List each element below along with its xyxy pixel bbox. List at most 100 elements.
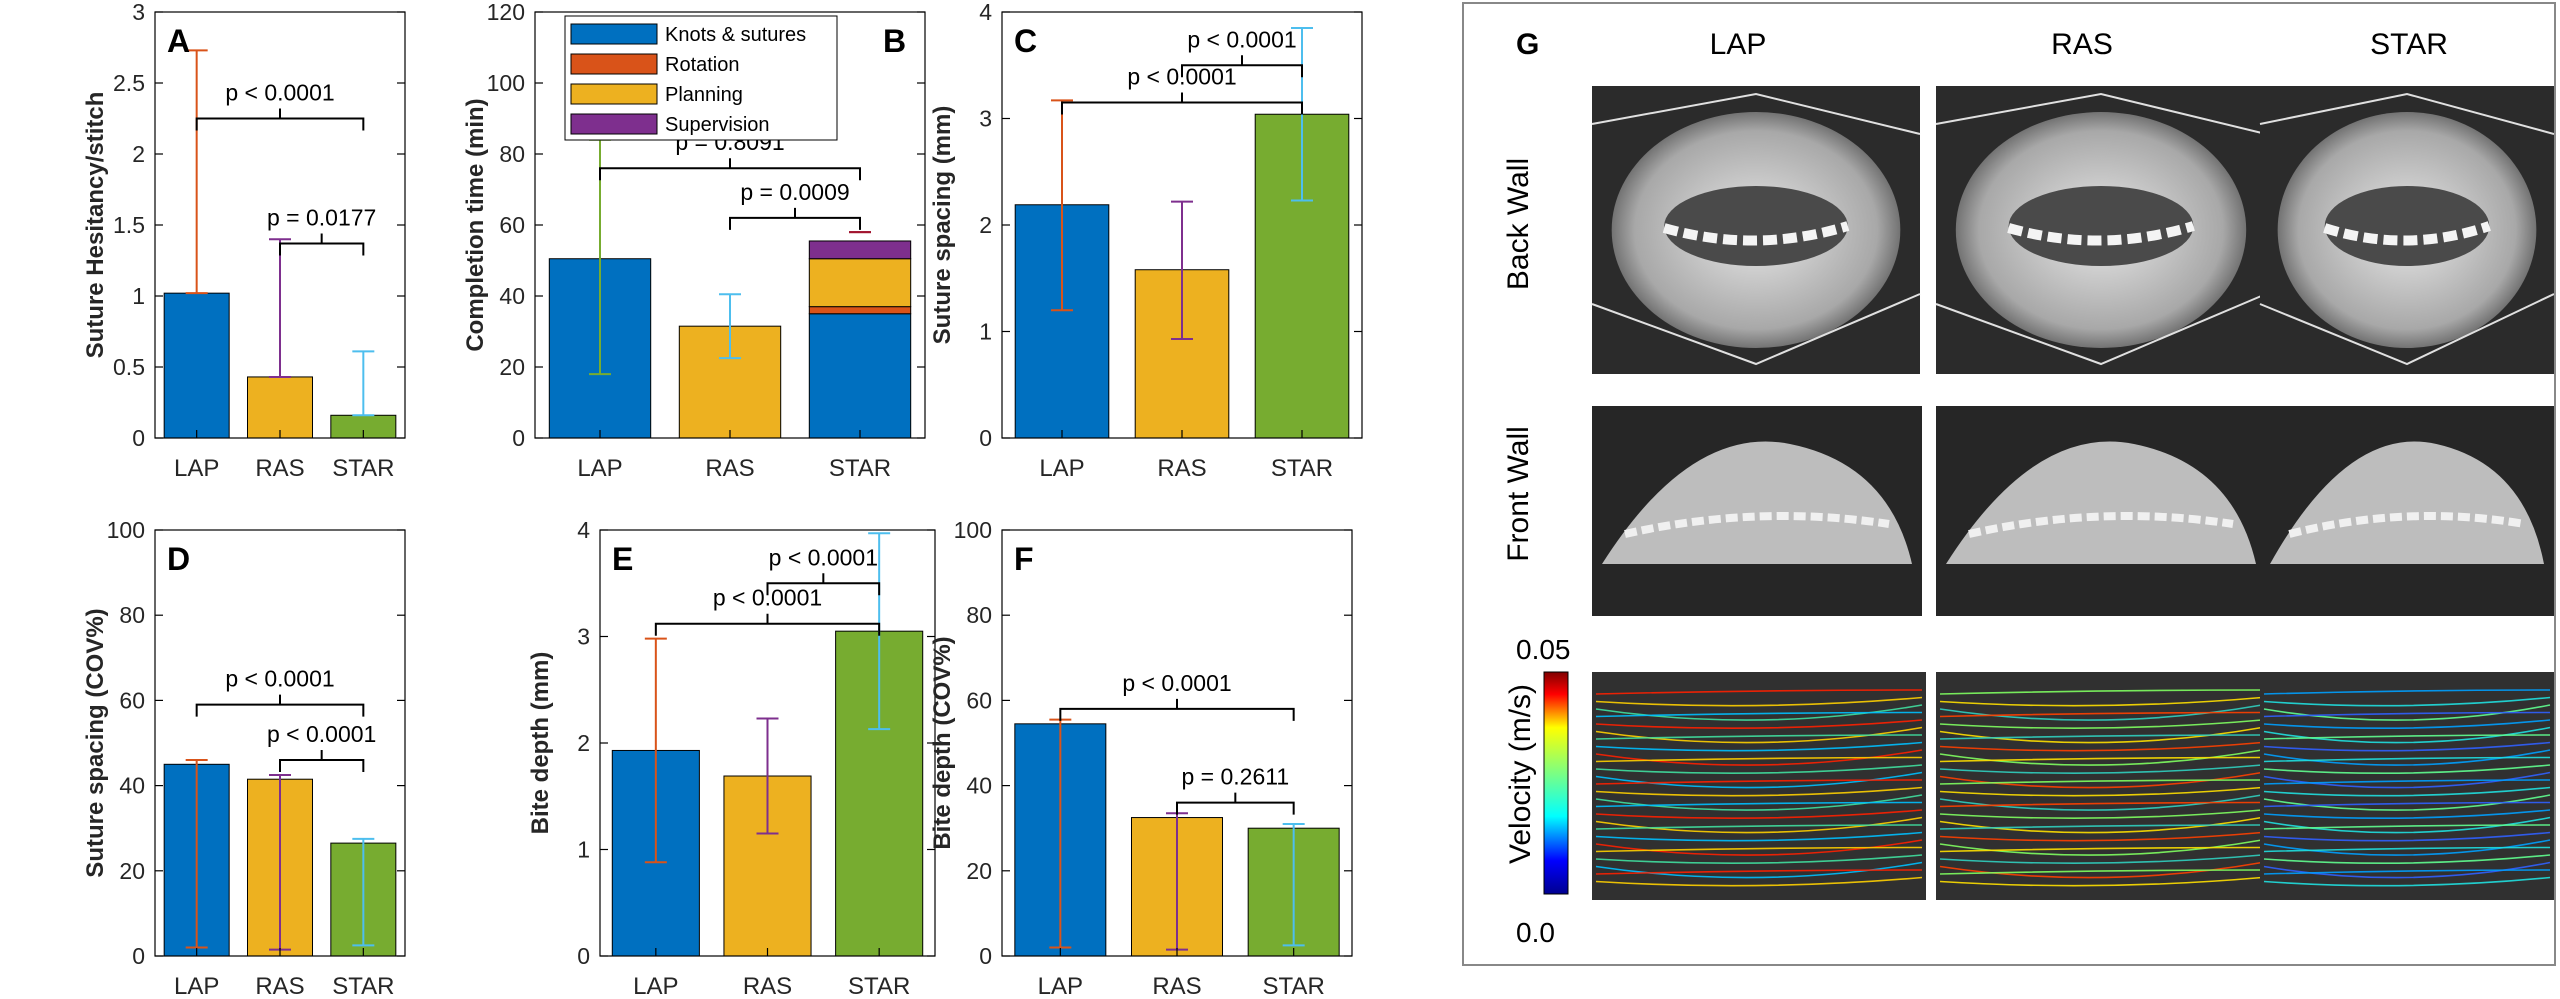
ytick-label: 1.5 bbox=[113, 212, 145, 238]
xtick-label: RAS bbox=[255, 455, 304, 482]
ytick-label: 0 bbox=[979, 943, 992, 969]
significance-bracket: p < 0.0001 bbox=[766, 544, 881, 596]
p-value-label: p < 0.0001 bbox=[1187, 26, 1296, 52]
errorbar-f-star bbox=[1282, 822, 1305, 947]
ytick-label: 3 bbox=[132, 0, 145, 25]
errorbar-a-lap bbox=[185, 49, 208, 295]
bar-charts-a-to-f: 0 0.5 1 1.5 2 2.5 3 LAP RAS STAR Suture Hesitancy/… bbox=[82, 0, 1363, 999]
row-label-back-wall: Back Wall bbox=[1502, 158, 1535, 290]
xtick-label: RAS bbox=[743, 973, 792, 999]
velocity-colorbar bbox=[1543, 671, 1569, 895]
errorbar-a-star bbox=[352, 350, 375, 417]
ytick-label: 100 bbox=[107, 517, 145, 543]
row-label-front-wall: Front Wall bbox=[1502, 426, 1535, 562]
xtick-label: STAR bbox=[829, 455, 891, 482]
xtick-label: STAR bbox=[848, 973, 910, 999]
colorbar-label: Velocity (m/s) bbox=[1504, 684, 1537, 864]
ylabel-d: Suture spacing (COV%) bbox=[82, 608, 109, 877]
panel-g-photos: G LAP RAS STAR Back Wall Front Wall Velo… bbox=[1462, 2, 2556, 966]
ytick-label: 60 bbox=[119, 687, 145, 713]
p-value-label: p < 0.0001 bbox=[225, 666, 334, 692]
significance-bracket: p < 0.0001 bbox=[195, 80, 365, 131]
bar-b-star-stack-2 bbox=[808, 258, 912, 308]
ytick-label: 1 bbox=[577, 837, 590, 863]
ytick-label: 60 bbox=[966, 687, 992, 713]
ytick-label: 4 bbox=[577, 517, 590, 543]
ytick-label: 0 bbox=[979, 425, 992, 451]
xtick-label: RAS bbox=[1152, 973, 1201, 999]
photo-front-wall-ras bbox=[1936, 406, 2266, 616]
significance-bracket: p < 0.0001 bbox=[1059, 670, 1295, 721]
colorbar-min: 0.0 bbox=[1516, 917, 1555, 948]
panel-letter-d: D bbox=[167, 541, 190, 577]
p-value-label: p < 0.0001 bbox=[769, 544, 878, 570]
legend-swatch bbox=[570, 83, 658, 105]
photo-back-wall-ras bbox=[1935, 86, 2267, 374]
colorbar-max: 0.05 bbox=[1516, 634, 1571, 665]
legend-entry: Supervision bbox=[665, 114, 770, 136]
chart-f: 0 20 40 60 80 100 LAP RAS STAR Bite depth (COV%) F… bbox=[929, 517, 1353, 999]
p-value-label: p = 0.0009 bbox=[740, 179, 849, 205]
ytick-label: 80 bbox=[499, 141, 525, 167]
bar-b-star-stack-1 bbox=[808, 306, 912, 315]
ylabel-b: Completion time (min) bbox=[462, 98, 489, 351]
photo-back-wall-lap bbox=[1591, 86, 1921, 374]
errorbar-e-lap bbox=[644, 637, 667, 864]
ytick-label: 0 bbox=[132, 425, 145, 451]
legend-swatch bbox=[570, 53, 658, 75]
xtick-label: STAR bbox=[332, 455, 394, 482]
panel-letter-b: B bbox=[883, 23, 906, 59]
legend-entry: Knots & sutures bbox=[665, 24, 806, 46]
xtick-label: STAR bbox=[332, 973, 394, 999]
errorbar-c-ras bbox=[1171, 200, 1193, 340]
column-label-lap: LAP bbox=[1710, 28, 1767, 61]
ytick-label: 0 bbox=[512, 425, 525, 451]
p-value-label: p < 0.0001 bbox=[1127, 64, 1236, 90]
ylabel-c: Suture spacing (mm) bbox=[929, 106, 956, 345]
panel-letter-g: G bbox=[1516, 28, 1539, 61]
ytick-label: 2 bbox=[577, 730, 590, 756]
xtick-label: LAP bbox=[633, 973, 678, 999]
errorbar-a-ras bbox=[269, 238, 291, 378]
chart-e: 0 1 2 3 4 LAP RAS STAR Bite depth (mm) E p < 0.000… bbox=[527, 517, 936, 999]
legend-swatch bbox=[570, 113, 658, 135]
chart-a: 0 0.5 1 1.5 2 2.5 3 LAP RAS STAR Suture Hesitancy/… bbox=[82, 0, 406, 482]
errorbar-e-ras bbox=[756, 717, 779, 835]
chart-c: 0 1 2 3 4 LAP RAS STAR Suture spacing (mm) C p < 0… bbox=[929, 0, 1363, 482]
column-label-star: STAR bbox=[2370, 28, 2448, 61]
xtick-label: RAS bbox=[255, 973, 304, 999]
ytick-label: 3 bbox=[979, 106, 992, 132]
ytick-label: 80 bbox=[966, 602, 992, 628]
xtick-label: LAP bbox=[174, 455, 219, 482]
p-value-label: p < 0.0001 bbox=[1122, 670, 1231, 696]
chart-b: 0 20 40 60 80 100 120 LAP RAS STAR Completion time… bbox=[462, 0, 926, 482]
ytick-label: 4 bbox=[979, 0, 992, 25]
panel-letter-e: E bbox=[612, 541, 633, 577]
ytick-label: 100 bbox=[954, 517, 992, 543]
ytick-label: 3 bbox=[577, 624, 590, 650]
significance-bracket: p = 0.0009 bbox=[729, 179, 861, 230]
flow-streamlines-ras bbox=[1936, 672, 2266, 900]
flow-streamlines-star bbox=[2260, 672, 2554, 900]
errorbar-b-ras bbox=[719, 293, 741, 360]
ytick-label: 20 bbox=[499, 354, 525, 380]
xtick-label: LAP bbox=[1039, 455, 1084, 482]
ylabel-f: Bite depth (COV%) bbox=[929, 636, 956, 849]
column-label-ras: RAS bbox=[2051, 28, 2113, 61]
p-value-label: p < 0.0001 bbox=[225, 80, 334, 106]
chart-d: 0 20 40 60 80 100 LAP RAS STAR Suture spacing (CO… bbox=[82, 517, 406, 999]
ytick-label: 2 bbox=[979, 212, 992, 238]
ytick-label: 40 bbox=[119, 773, 145, 799]
ytick-label: 0.5 bbox=[113, 354, 145, 380]
significance-bracket: p = 0.2611 bbox=[1176, 764, 1295, 815]
ytick-label: 2.5 bbox=[113, 70, 145, 96]
errorbar-c-lap bbox=[1051, 99, 1073, 312]
significance-bracket: p < 0.0001 bbox=[654, 585, 881, 636]
ytick-label: 2 bbox=[132, 141, 145, 167]
ylabel-a: Suture Hesitancy/stitch bbox=[82, 92, 109, 359]
ytick-label: 80 bbox=[119, 602, 145, 628]
xtick-label: RAS bbox=[705, 455, 754, 482]
xtick-label: STAR bbox=[1263, 973, 1325, 999]
ytick-label: 120 bbox=[487, 0, 525, 25]
legend-entry: Rotation bbox=[665, 54, 740, 76]
